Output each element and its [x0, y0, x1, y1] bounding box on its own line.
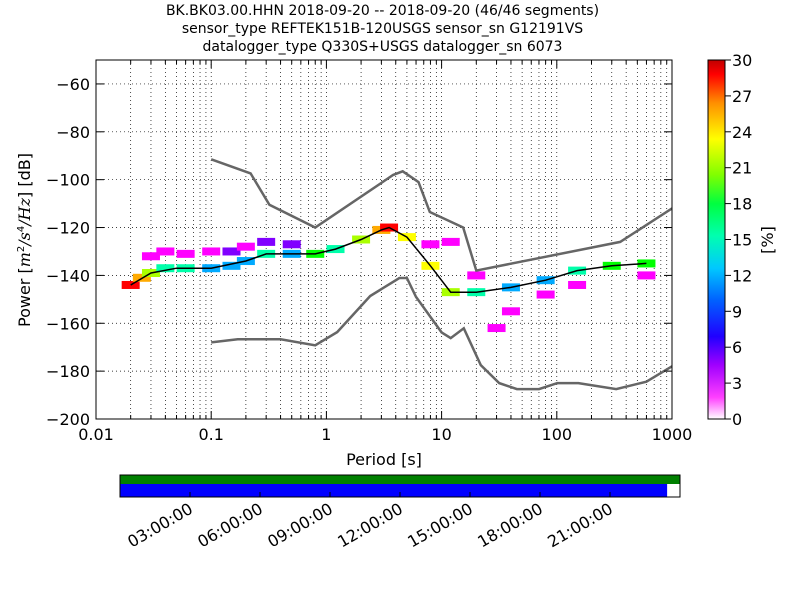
chart-title-line-2: sensor_type REFTEK151B-120USGS sensor_sn… — [181, 21, 584, 37]
colorbar-tick-label: 15 — [732, 231, 752, 250]
coverage-tick-label: 18:00:00 — [474, 499, 546, 551]
coverage-time-ticks: 03:00:0006:00:0009:00:0012:00:0015:00:00… — [124, 492, 616, 551]
density-cell — [222, 261, 241, 270]
y-tick-label: −140 — [46, 266, 90, 285]
chart-title-line-1: BK.BK03.00.HHN 2018-09-20 -- 2018-09-20 … — [165, 3, 600, 19]
density-cell — [176, 249, 195, 258]
colorbar-tick-label: 3 — [732, 374, 742, 393]
y-tick-label: −80 — [56, 123, 90, 142]
density-cell — [441, 237, 460, 246]
y-axis-label: Power [m2/s4/Hz] [dB] — [15, 153, 34, 327]
density-cell — [487, 324, 506, 333]
colorbar-tick-label: 12 — [732, 266, 752, 285]
segment-coverage-bar — [120, 484, 668, 497]
coverage-tick-label: 03:00:00 — [124, 499, 196, 551]
svg-text:[%]: [%] — [758, 226, 777, 254]
density-cell — [156, 247, 175, 256]
density-cell — [568, 280, 587, 289]
coverage-tick-label: 09:00:00 — [264, 499, 336, 551]
chart-title-line-3: datalogger_type Q330S+USGS datalogger_sn… — [202, 39, 563, 55]
density-cell — [236, 242, 255, 251]
x-tick-label: 1000 — [652, 425, 693, 444]
nlnm-line — [211, 276, 672, 391]
y-axis-ticks: −60 −80 −100 −120 −140 −160 −180 −200 — [46, 75, 672, 429]
colorbar — [707, 59, 726, 420]
x-axis-label: Period [s] — [346, 450, 422, 469]
density-cell — [637, 271, 656, 280]
density-cell — [141, 252, 160, 261]
colorbar-tick-label: 9 — [732, 302, 742, 321]
density-cell — [156, 264, 175, 273]
plot-frame — [95, 59, 673, 420]
x-tick-label: 1 — [321, 425, 331, 444]
density-cell — [257, 237, 276, 246]
y-tick-label: −180 — [46, 362, 90, 381]
colorbar-tick-label: 21 — [732, 159, 752, 178]
coverage-tick-label: 12:00:00 — [334, 499, 406, 551]
density-cell — [202, 247, 221, 256]
y-tick-label: −200 — [46, 410, 90, 429]
y-tick-label: −100 — [46, 171, 90, 190]
colorbar-tick-label: 30 — [732, 51, 752, 70]
y-tick-label: −120 — [46, 219, 90, 238]
noise-model-lines — [130, 158, 672, 391]
colorbar-tick-label: 18 — [732, 195, 752, 214]
density-cell — [501, 307, 520, 316]
density-cell — [536, 290, 555, 299]
ppsd-density — [121, 223, 656, 333]
plot-grid — [96, 60, 672, 419]
x-tick-label: 0.1 — [198, 425, 223, 444]
density-cell — [222, 247, 241, 256]
colorbar-tick-label: 6 — [732, 338, 742, 357]
colorbar-tick-label: 24 — [732, 123, 752, 142]
x-tick-label: 100 — [542, 425, 573, 444]
x-tick-label: 0.01 — [78, 425, 114, 444]
x-axis-ticks: 0.01 0.1 1 10 100 1000 — [78, 60, 692, 444]
svg-text:Power [m2/s4/Hz] [dB]: Power [m2/s4/Hz] [dB] — [15, 153, 34, 327]
density-cell — [282, 240, 301, 249]
colorbar-tick-label: 27 — [732, 87, 752, 106]
mean-line — [130, 226, 647, 293]
y-tick-label: −60 — [56, 75, 90, 94]
nhnm-line — [210, 158, 672, 273]
coverage-tick-label: 06:00:00 — [194, 499, 266, 551]
coverage-tick-label: 15:00:00 — [404, 499, 476, 551]
x-tick-label: 10 — [431, 425, 451, 444]
density-cell — [467, 271, 486, 280]
colorbar-tick-label: 0 — [732, 410, 742, 429]
density-cell — [121, 280, 140, 289]
y-tick-label: −160 — [46, 314, 90, 333]
density-cell — [421, 240, 440, 249]
colorbar-label: [%] — [758, 226, 777, 254]
data-coverage-bar — [120, 475, 680, 484]
coverage-tick-label: 21:00:00 — [544, 499, 616, 551]
density-cell — [637, 259, 656, 268]
